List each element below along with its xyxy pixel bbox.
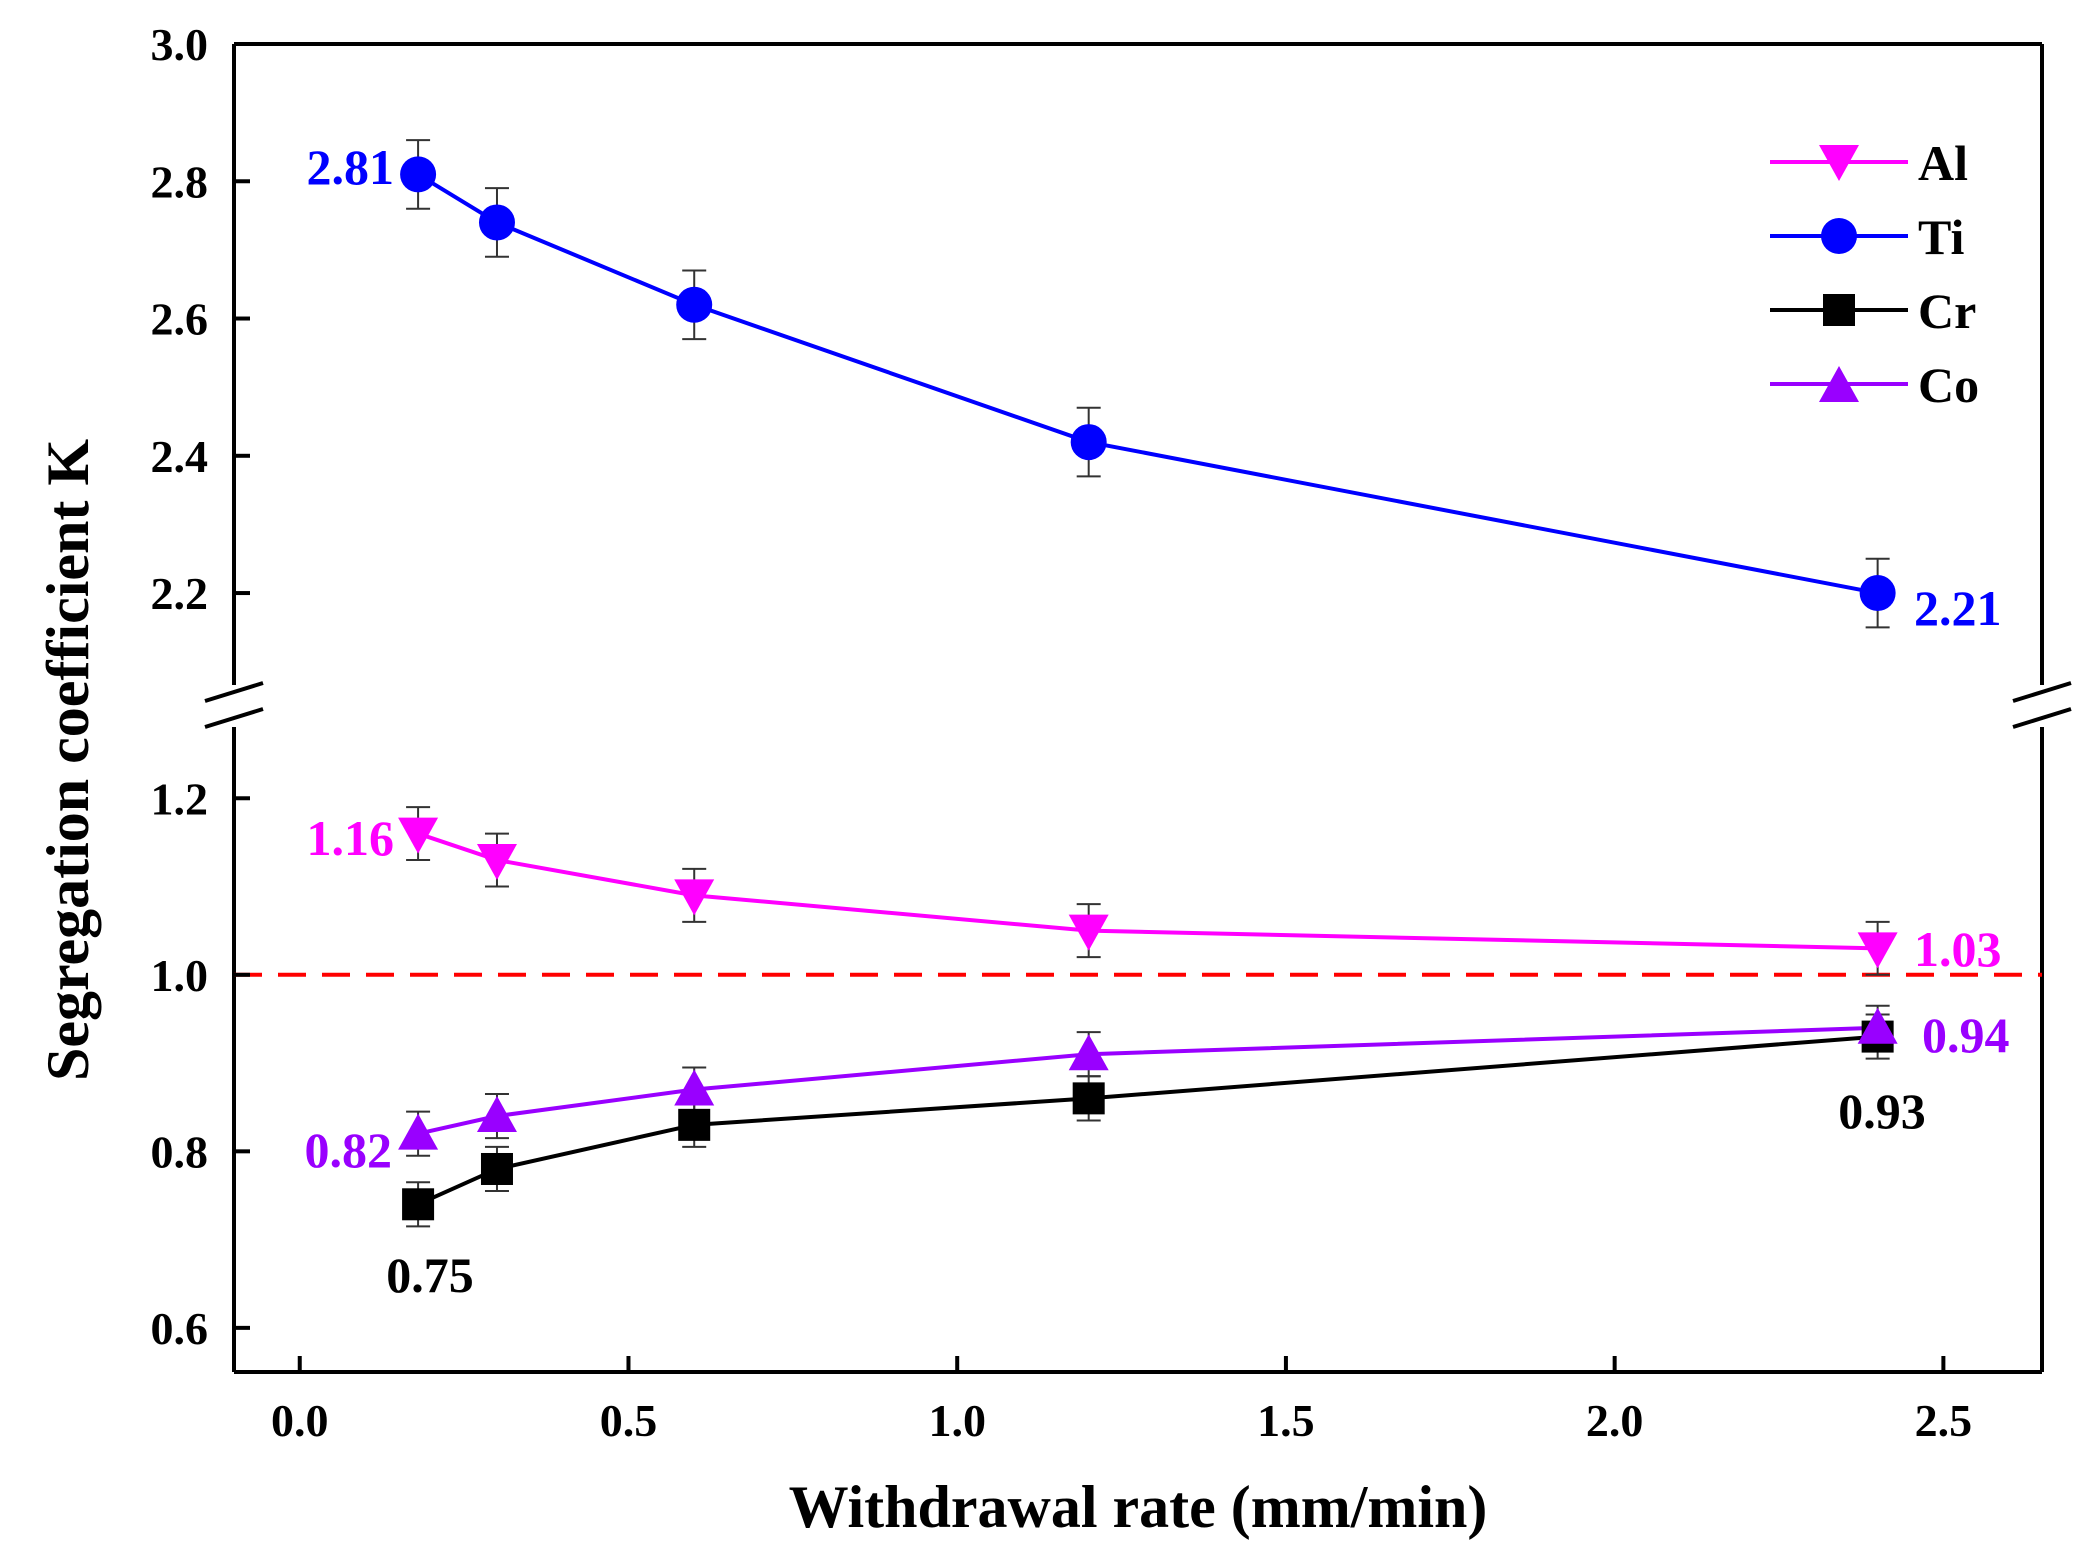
marker-co-3 [1068, 1034, 1109, 1071]
y-tick-label-1: 2.4 [151, 431, 209, 482]
y-tick-label-3: 2.8 [151, 156, 209, 207]
legend-label-co: Co [1918, 357, 1979, 413]
marker-ti-1 [478, 204, 515, 241]
legend-marker-cr [1823, 294, 1855, 326]
marker-al-4 [1857, 932, 1898, 969]
marker-ti-2 [676, 286, 713, 323]
annotation-ti-first: 2.81 [307, 139, 395, 195]
data-markers [398, 156, 1898, 1221]
legend-marker-al [1819, 145, 1859, 181]
y-tick-label-8: 1.2 [151, 773, 209, 824]
marker-ti-0 [400, 156, 437, 193]
legend-label-cr: Cr [1918, 283, 1976, 339]
x-tick-label-2: 1.0 [928, 1395, 986, 1446]
annotation-cr-last: 0.93 [1838, 1083, 1926, 1139]
plot-frame [204, 42, 2072, 1374]
annotation-cr-first: 0.75 [386, 1247, 474, 1303]
marker-cr-1 [480, 1152, 513, 1185]
tick-group: 0.0 0.5 1.0 1.5 2.0 2.5 2.2 2.4 2.6 2.8 3.0 0.6 0.8 1… [151, 19, 1973, 1446]
legend-label-al: Al [1918, 135, 1968, 191]
marker-ti-4 [1859, 575, 1896, 612]
marker-ti-3 [1070, 424, 1107, 461]
legend-marker-co [1819, 366, 1859, 402]
y-tick-label-2: 2.6 [151, 294, 209, 345]
marker-co-4 [1857, 1007, 1898, 1044]
x-axis-title: Withdrawal rate (mm/min) [789, 1474, 1488, 1540]
axis-break-left [204, 681, 264, 729]
annotation-co-first: 0.82 [305, 1122, 393, 1178]
x-tick-label-5: 2.5 [1915, 1395, 1973, 1446]
legend-item-ti: Ti [1770, 209, 1964, 265]
annotation-co-last: 0.94 [1922, 1007, 2010, 1063]
y-tick-label-4: 3.0 [151, 19, 209, 70]
legend: Al Ti Cr Co [1770, 135, 1979, 413]
annotation-ti-last: 2.21 [1914, 580, 2002, 636]
axis-break-right [2012, 681, 2072, 729]
marker-al-0 [398, 817, 439, 854]
marker-co-1 [476, 1096, 517, 1133]
y-tick-label-0: 2.2 [151, 568, 209, 619]
marker-co-2 [674, 1069, 715, 1106]
legend-item-cr: Cr [1770, 283, 1976, 339]
legend-label-ti: Ti [1918, 209, 1964, 265]
marker-cr-2 [678, 1108, 711, 1141]
x-tick-label-4: 2.0 [1586, 1395, 1644, 1446]
annotation-al-last: 1.03 [1914, 921, 2002, 977]
y-tick-label-5: 0.6 [151, 1303, 209, 1354]
y-tick-label-6: 0.8 [151, 1126, 209, 1177]
y-tick-label-7: 1.0 [151, 950, 209, 1001]
legend-item-al: Al [1770, 135, 1968, 191]
legend-item-co: Co [1770, 357, 1979, 413]
x-tick-label-1: 0.5 [600, 1395, 658, 1446]
y-axis-title: Segregation coefficient K [35, 439, 101, 1081]
marker-co-0 [398, 1113, 439, 1150]
x-tick-label-0: 0.0 [271, 1395, 329, 1446]
marker-al-1 [476, 844, 517, 881]
marker-al-3 [1068, 914, 1109, 951]
marker-cr-3 [1072, 1082, 1105, 1115]
legend-marker-ti [1821, 218, 1857, 254]
x-tick-label-3: 1.5 [1257, 1395, 1315, 1446]
marker-al-2 [674, 879, 715, 916]
annotation-al-first: 1.16 [307, 810, 395, 866]
marker-cr-0 [402, 1188, 435, 1221]
